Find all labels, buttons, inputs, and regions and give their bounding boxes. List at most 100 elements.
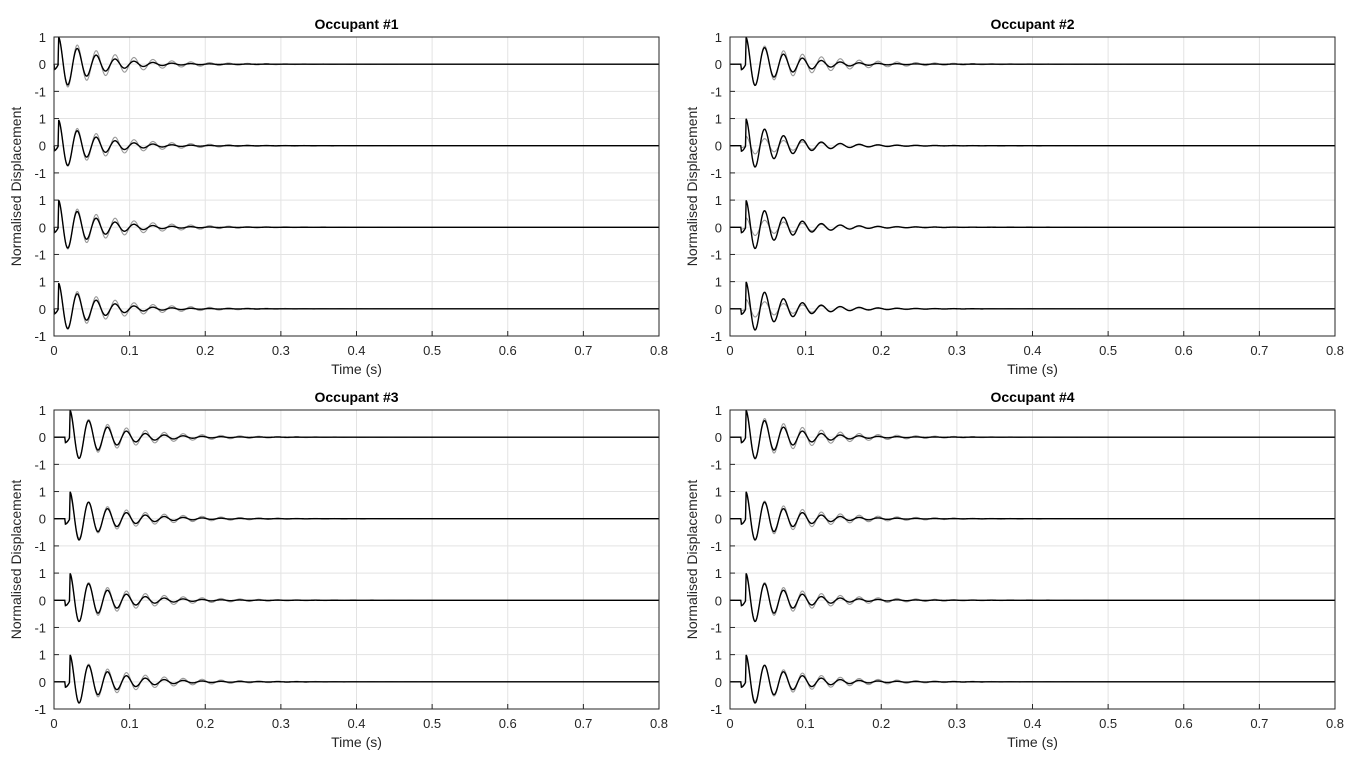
y-tick-label: 1 <box>715 648 722 663</box>
y-tick-label: 1 <box>39 193 46 208</box>
series-line-2-trace-4 <box>730 281 1335 331</box>
y-tick-label: 0 <box>39 302 46 317</box>
x-tick-label: 0.6 <box>1175 716 1193 731</box>
y-tick-label: -1 <box>34 702 46 717</box>
y-tick-label: 0 <box>715 57 722 72</box>
y-tick-label: -1 <box>34 247 46 262</box>
y-tick-label: 1 <box>39 403 46 418</box>
y-tick-label: -1 <box>34 457 46 472</box>
x-tick-label: 0.1 <box>797 343 815 358</box>
y-tick-label: 1 <box>715 403 722 418</box>
y-tick-label: -1 <box>34 620 46 635</box>
x-axis-label: Time (s) <box>1007 734 1058 750</box>
y-tick-label: -1 <box>34 166 46 181</box>
series-line-2-trace-2 <box>730 491 1335 541</box>
y-tick-label: 0 <box>715 512 722 527</box>
y-tick-label: -1 <box>710 329 722 344</box>
x-tick-label: 0 <box>50 343 57 358</box>
x-tick-label: 0.8 <box>650 343 668 358</box>
x-tick-label: 0 <box>726 343 733 358</box>
y-tick-label: 0 <box>39 593 46 608</box>
x-tick-label: 0.3 <box>948 716 966 731</box>
x-tick-label: 0.2 <box>196 716 214 731</box>
y-tick-label: 1 <box>715 30 722 45</box>
y-tick-label: -1 <box>710 247 722 262</box>
y-axis-label: Normalised Displacement <box>684 480 700 640</box>
panel-4: 10-110-110-110-1-10 0.1 0.2 0.3 0.4 0.5 0.6 0.7… <box>684 389 1344 750</box>
y-tick-label: 0 <box>39 57 46 72</box>
y-tick-label: 0 <box>715 430 722 445</box>
y-tick-label: 1 <box>715 566 722 581</box>
x-tick-label: 0 <box>726 716 733 731</box>
y-tick-label: 1 <box>39 30 46 45</box>
y-tick-label: 0 <box>39 220 46 235</box>
panel-3: 10-110-110-110-1-10 0.1 0.2 0.3 0.4 0.5 0.6 0.7… <box>8 389 668 750</box>
chart-title: Occupant #4 <box>990 389 1074 405</box>
x-tick-label: 0.2 <box>196 343 214 358</box>
y-tick-label: 1 <box>39 566 46 581</box>
x-tick-label: 0.5 <box>423 343 441 358</box>
y-tick-label: 1 <box>39 112 46 127</box>
series-line-2-trace-3 <box>54 573 659 623</box>
series-line-2-trace-4 <box>54 654 659 704</box>
x-tick-label: 0.8 <box>1326 343 1344 358</box>
y-tick-label: -1 <box>34 702 46 717</box>
y-tick-label: 0 <box>715 593 722 608</box>
x-tick-label: 0.8 <box>650 716 668 731</box>
x-tick-label: 0.5 <box>1099 343 1117 358</box>
chart-title: Occupant #3 <box>314 389 398 405</box>
x-tick-label: 0.6 <box>499 343 517 358</box>
y-tick-label: -1 <box>710 166 722 181</box>
series-line-2-trace-3 <box>730 573 1335 623</box>
x-tick-label: 0.8 <box>1326 716 1344 731</box>
y-tick-label: -1 <box>710 702 722 717</box>
y-tick-label: 1 <box>715 193 722 208</box>
series-line-2-trace-2 <box>54 491 659 541</box>
x-tick-label: 0.1 <box>121 716 139 731</box>
x-tick-label: 0.3 <box>272 716 290 731</box>
series-line-2-trace-1 <box>730 37 1335 87</box>
series-line-2-trace-4 <box>730 654 1335 704</box>
x-tick-label: 0.4 <box>1023 343 1041 358</box>
y-tick-label: 1 <box>715 275 722 290</box>
series-line-2-trace-4 <box>53 282 659 330</box>
series-line-2-trace-1 <box>54 410 659 460</box>
y-tick-label: 1 <box>39 648 46 663</box>
x-tick-label: 0.6 <box>499 716 517 731</box>
x-tick-label: 0.5 <box>1099 716 1117 731</box>
x-tick-label: 0.7 <box>1250 716 1268 731</box>
y-tick-label: -1 <box>710 84 722 99</box>
y-tick-label: 0 <box>715 675 722 690</box>
x-axis-label: Time (s) <box>1007 361 1058 377</box>
y-tick-label: 0 <box>715 220 722 235</box>
x-tick-label: 0.7 <box>574 343 592 358</box>
x-tick-label: 0.3 <box>272 343 290 358</box>
series-line-2-trace-1 <box>730 410 1335 460</box>
x-axis-label: Time (s) <box>331 361 382 377</box>
x-tick-label: 0.2 <box>872 343 890 358</box>
y-tick-label: 0 <box>39 430 46 445</box>
chart-title: Occupant #2 <box>990 16 1074 32</box>
series-line-2-trace-3 <box>53 199 659 249</box>
y-tick-label: 0 <box>39 675 46 690</box>
panel-2: 10-110-110-110-1-10 0.1 0.2 0.3 0.4 0.5 0.6 0.7… <box>684 16 1344 377</box>
x-tick-label: 0.6 <box>1175 343 1193 358</box>
y-tick-label: -1 <box>710 702 722 717</box>
y-tick-label: 1 <box>39 485 46 500</box>
series-line-2-trace-2 <box>730 118 1335 168</box>
x-tick-label: 0.4 <box>1023 716 1041 731</box>
x-tick-label: 0.5 <box>423 716 441 731</box>
x-tick-label: 0.4 <box>347 716 365 731</box>
series-line-2-trace-1 <box>53 36 659 86</box>
x-tick-label: 0.1 <box>797 716 815 731</box>
x-tick-label: 0.2 <box>872 716 890 731</box>
y-tick-label: 1 <box>39 275 46 290</box>
x-tick-label: 0.3 <box>948 343 966 358</box>
y-tick-label: 0 <box>39 139 46 154</box>
series-line-2-trace-3 <box>730 200 1335 250</box>
y-tick-label: -1 <box>710 457 722 472</box>
y-tick-label: -1 <box>34 329 46 344</box>
panel-1: 10-110-110-110-1-10 0.1 0.2 0.3 0.4 0.5 0.6 0.7… <box>8 16 668 377</box>
y-axis-label: Normalised Displacement <box>8 480 24 640</box>
